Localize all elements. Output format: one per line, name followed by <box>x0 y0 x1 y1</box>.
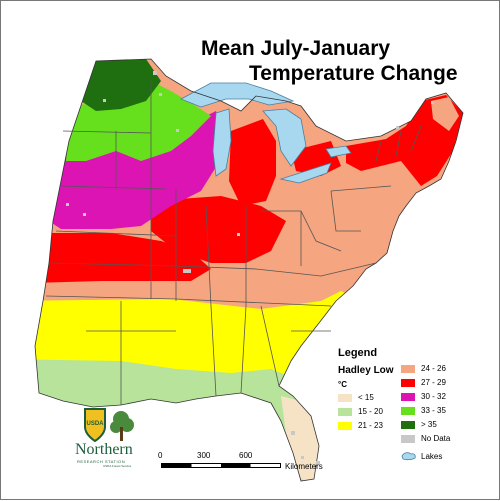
usda-shield-logo: USDA <box>84 408 134 443</box>
org-subtitle: RESEARCH STATION <box>77 459 126 464</box>
legend-label: 24 - 26 <box>421 364 446 373</box>
legend-label: 33 - 35 <box>421 406 446 415</box>
map-title-line1: Mean July-January <box>201 37 391 60</box>
legend-label: 15 - 20 <box>358 407 383 416</box>
legend-swatch <box>338 421 352 430</box>
lakes <box>180 82 352 184</box>
state-borders <box>34 58 464 482</box>
map-title-line2: Temperature Change <box>249 62 458 85</box>
legend-item-no-data: No Data <box>401 434 450 443</box>
org-subtitle2: USDA Forest Service <box>103 464 132 468</box>
legend-item-lakes: Lakes <box>401 451 442 461</box>
legend-unit: °C <box>338 380 347 389</box>
legend-swatch <box>401 406 415 415</box>
legend-label: > 35 <box>421 420 437 429</box>
legend-item-33-35: 33 - 35 <box>401 406 446 415</box>
lake-superior <box>180 82 295 108</box>
scale-tick-300: 300 <box>197 451 211 460</box>
lakes-swatch-icon <box>401 452 416 461</box>
legend-heading: Legend <box>338 347 378 359</box>
scale-tick-0: 0 <box>158 451 163 460</box>
legend-label: No Data <box>421 434 451 443</box>
legend-swatch <box>401 392 415 401</box>
legend-item-24-26: 24 - 26 <box>401 364 446 373</box>
zone-24-26-maine <box>431 97 459 131</box>
legend-label: < 15 <box>358 393 374 402</box>
scale-bar <box>161 463 281 468</box>
legend-label: 27 - 29 <box>421 378 446 387</box>
legend-item-21-23: 21 - 23 <box>338 421 383 430</box>
legend-label: 21 - 23 <box>358 421 383 430</box>
zone-27-29-midwest <box>151 196 286 263</box>
legend-swatch <box>401 364 415 373</box>
shield-text: USDA <box>86 421 104 427</box>
tree-icon <box>110 411 134 441</box>
legend-item-15-20: 15 - 20 <box>338 407 383 416</box>
legend-swatch <box>401 420 415 429</box>
zone-gt35 <box>81 59 161 111</box>
legend-item-gt35: > 35 <box>401 420 437 429</box>
scale-unit: Kilometers <box>285 462 323 471</box>
lake-erie <box>279 162 332 184</box>
zone-lt15-florida <box>281 396 323 481</box>
scale-tick-600: 600 <box>239 451 253 460</box>
legend-swatch <box>338 407 352 416</box>
lake-michigan <box>212 108 232 177</box>
lake-huron <box>262 108 307 167</box>
zone-21-23-west <box>35 301 63 346</box>
legend-swatch <box>401 434 415 443</box>
legend-swatch <box>338 393 352 402</box>
zone-27-29-plains <box>35 233 211 283</box>
zone-27-29-michigan <box>229 119 276 206</box>
legend-item-lt15: < 15 <box>338 393 374 402</box>
legend-item-30-32: 30 - 32 <box>401 392 446 401</box>
legend-swatch <box>401 378 415 387</box>
zone-33-35 <box>66 81 211 161</box>
lake-ontario <box>325 145 352 158</box>
org-name: Northern <box>75 441 133 458</box>
legend-label: 30 - 32 <box>421 392 446 401</box>
legend-model: Hadley Low <box>338 365 394 376</box>
legend-label: Lakes <box>421 451 443 461</box>
no-data-cells <box>66 71 434 465</box>
legend-item-27-29: 27 - 29 <box>401 378 446 387</box>
